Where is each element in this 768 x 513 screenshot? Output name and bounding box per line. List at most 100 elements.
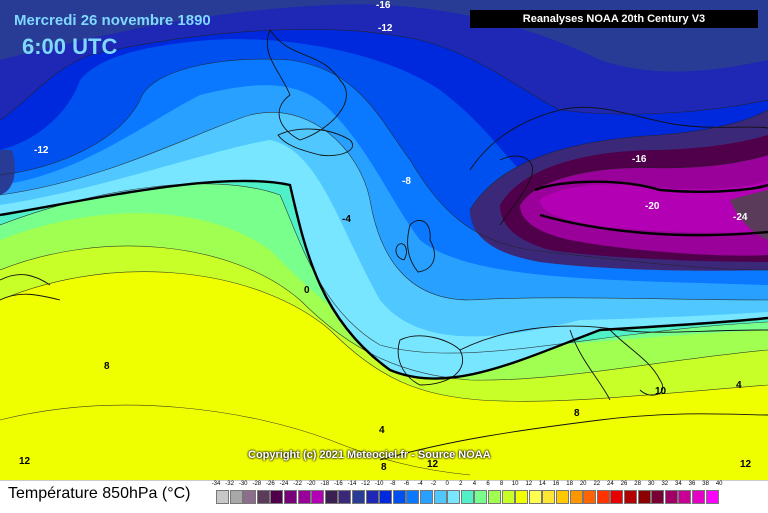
scale-tick-label: 16 xyxy=(552,481,560,487)
contour-label: -12 xyxy=(34,145,49,156)
scale-swatch xyxy=(528,490,542,504)
contour-label: -12 xyxy=(378,23,393,34)
scale-tick-label: 34 xyxy=(675,481,682,487)
scale-swatch xyxy=(637,490,651,504)
scale-tick-label: -32 xyxy=(225,481,234,487)
scale-swatch xyxy=(488,490,501,504)
contour-label: 8 xyxy=(381,462,387,473)
temp-field-east-m24 xyxy=(730,190,768,240)
scale-swatch xyxy=(352,490,365,504)
contour-label: -8 xyxy=(402,176,411,187)
scale-tick-label: 36 xyxy=(688,481,696,487)
scale-swatch xyxy=(270,490,284,504)
scale-tick-label: -14 xyxy=(347,481,357,487)
scale-tick-label: 12 xyxy=(525,481,533,487)
scale-swatch xyxy=(556,490,569,504)
contour-label: -16 xyxy=(632,154,647,165)
temperature-map: Mercredi 26 novembre 1890 6:00 UTC Reana… xyxy=(0,0,768,480)
contour-label: 4 xyxy=(736,380,742,391)
scale-swatch xyxy=(596,490,610,504)
scale-swatch xyxy=(392,490,406,504)
map-time: 6:00 UTC xyxy=(22,34,118,59)
scale-tick-label: -10 xyxy=(374,481,384,487)
scale-tick-label: 24 xyxy=(607,481,614,487)
scale-swatch xyxy=(624,490,637,504)
scale-swatch xyxy=(433,490,447,504)
scale-swatch xyxy=(460,490,474,504)
scale-swatch xyxy=(447,490,461,504)
scale-tick-label: 8 xyxy=(499,481,504,487)
contour-label: 10 xyxy=(655,386,667,397)
scale-tick-label: -8 xyxy=(390,481,396,487)
legend-title: Température 850hPa (°C) xyxy=(8,485,191,502)
scale-swatch xyxy=(583,490,597,504)
zero-isotherm xyxy=(0,179,768,380)
scale-tick-label: 14 xyxy=(539,481,546,487)
contour-label: -24 xyxy=(733,212,748,223)
scale-tick-label: -20 xyxy=(306,481,316,487)
scale-tick-label: 18 xyxy=(566,481,573,487)
scale-swatch xyxy=(243,490,257,504)
scale-swatch xyxy=(297,490,311,504)
scale-swatch xyxy=(365,490,379,504)
scale-tick-label: -30 xyxy=(238,481,248,487)
scale-tick-label: -26 xyxy=(266,481,275,487)
scale-tick-label: 28 xyxy=(634,481,641,487)
scale-swatch xyxy=(216,490,229,504)
map-date: Mercredi 26 novembre 1890 xyxy=(14,12,211,29)
scale-swatch xyxy=(569,490,583,504)
scale-tick-label: -22 xyxy=(293,481,302,487)
scale-tick-label: 22 xyxy=(593,481,601,487)
scale-swatch xyxy=(406,490,420,504)
scale-tick-label: 10 xyxy=(511,481,519,487)
contour-label: 8 xyxy=(574,408,580,419)
scale-swatch xyxy=(678,490,692,504)
scale-swatch xyxy=(501,490,515,504)
scale-tick-label: -24 xyxy=(279,481,289,487)
contour-label: 0 xyxy=(304,285,310,296)
scale-swatch xyxy=(229,490,243,504)
contour-label: -16 xyxy=(376,0,391,11)
contour-label: -4 xyxy=(342,214,351,225)
temp-field-east-m22 xyxy=(540,180,768,233)
scale-tick-label: -16 xyxy=(334,481,343,487)
scale-tick-label: 32 xyxy=(661,481,669,487)
scale-swatch xyxy=(324,490,338,504)
scale-swatch xyxy=(379,490,393,504)
scale-tick-label: 26 xyxy=(620,481,628,487)
contour-label: 12 xyxy=(740,459,752,470)
scale-tick-label: 38 xyxy=(702,481,709,487)
scale-swatch xyxy=(515,490,529,504)
scale-swatch xyxy=(311,490,325,504)
scale-swatch xyxy=(664,490,678,504)
contour-label: 8 xyxy=(104,361,110,372)
scale-swatch xyxy=(651,490,665,504)
scale-tick-label: 2 xyxy=(459,481,463,487)
scale-tick-label: -12 xyxy=(361,481,370,487)
contour-label: -20 xyxy=(645,201,660,212)
contour-label: 12 xyxy=(19,456,31,467)
scale-swatch xyxy=(338,490,352,504)
scale-tick-label: -6 xyxy=(403,481,410,487)
scale-swatch xyxy=(284,490,297,504)
scale-swatch xyxy=(256,490,270,504)
map-canvas xyxy=(0,0,768,480)
scale-swatch xyxy=(420,490,433,504)
temp-field-west-patch xyxy=(0,150,15,195)
scale-tick-label: -4 xyxy=(417,481,423,487)
scale-swatch xyxy=(705,490,719,504)
copyright-notice: Copyright (c) 2021 Meteociel.fr - Source… xyxy=(248,449,491,461)
scale-tick-label: 6 xyxy=(486,481,490,487)
scale-tick-label: -2 xyxy=(430,481,437,487)
scale-tick-label: -18 xyxy=(320,481,330,487)
scale-tick-label: 20 xyxy=(579,481,587,487)
scale-swatch xyxy=(610,490,624,504)
scale-tick-label: -28 xyxy=(252,481,262,487)
minus20-isotherm xyxy=(534,180,768,237)
scale-swatch xyxy=(542,490,556,504)
contour-label: 4 xyxy=(379,425,385,436)
contour-label: 12 xyxy=(427,459,439,470)
scale-tick-label: 0 xyxy=(445,481,449,487)
scale-swatch xyxy=(692,490,705,504)
scale-swatch xyxy=(474,490,488,504)
